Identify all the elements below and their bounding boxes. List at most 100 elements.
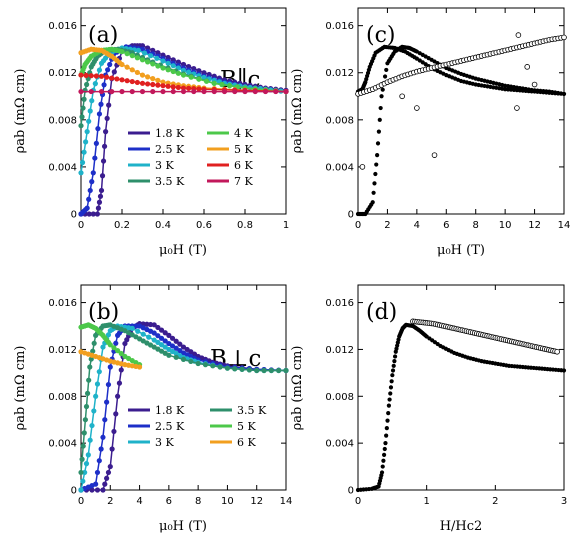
- data-point: [81, 430, 87, 436]
- legend-label: 6 K: [234, 159, 253, 172]
- x-tick-label: 1: [283, 220, 289, 231]
- data-point: [89, 179, 95, 185]
- data-point: [196, 76, 202, 82]
- y-tick-label: 0.012: [325, 345, 354, 356]
- data-point: [78, 88, 84, 95]
- data-point: [377, 117, 382, 122]
- data-point: [219, 81, 225, 88]
- x-tick-label: 8: [473, 220, 479, 231]
- panel-b: (b) B⊥c μ₀H (T) ρab (mΩ cm) 0 2 4 6 8 10 12 14 …: [13, 284, 293, 534]
- legend-item: 3 K: [128, 436, 174, 449]
- data-point: [221, 88, 228, 95]
- data-point: [90, 170, 96, 176]
- data-point: [158, 327, 165, 333]
- data-point: [554, 348, 560, 355]
- x-tick-label: 3: [561, 496, 567, 507]
- data-point: [383, 441, 388, 446]
- legend-item: 3.5 K: [128, 175, 185, 188]
- y-tick-label: 0.008: [48, 115, 77, 126]
- legend-item: 6 K: [210, 436, 256, 449]
- data-point: [84, 129, 90, 135]
- data-point: [389, 379, 394, 384]
- data-point: [119, 48, 125, 55]
- data-point: [170, 63, 176, 69]
- data-point: [561, 91, 567, 97]
- data-point: [94, 487, 101, 493]
- data-point: [96, 369, 102, 375]
- y-tick-label: 0.016: [325, 298, 354, 309]
- data-point: [100, 434, 106, 440]
- data-point: [254, 367, 260, 374]
- data-point: [391, 363, 396, 368]
- x-tick-label: 0.4: [155, 220, 171, 231]
- plot-frame: [80, 284, 287, 491]
- data-marks: [78, 43, 289, 217]
- data-point: [210, 363, 216, 369]
- data-point: [101, 82, 107, 88]
- y-tick-label: 0.012: [48, 68, 77, 79]
- data-point: [227, 83, 233, 89]
- data-point: [87, 108, 93, 114]
- data-point: [105, 67, 111, 73]
- data-point: [134, 79, 140, 86]
- y-tick-label: 0.004: [325, 439, 354, 450]
- data-point: [124, 78, 130, 84]
- data-point: [93, 73, 99, 79]
- data-point: [146, 334, 152, 340]
- data-point: [124, 64, 130, 70]
- data-point: [83, 72, 89, 78]
- data-point: [94, 211, 100, 217]
- data-point: [173, 354, 179, 360]
- data-point: [104, 74, 110, 80]
- data-point: [85, 452, 91, 458]
- x-tick-label: 0: [355, 220, 361, 231]
- data-point: [384, 433, 389, 438]
- legend-item: 3 K: [128, 159, 174, 172]
- data-point: [109, 88, 115, 95]
- x-tick-label: 6: [443, 220, 449, 231]
- data-point: [84, 390, 91, 396]
- data-point: [150, 81, 156, 88]
- data-point: [100, 158, 107, 164]
- data-point: [514, 105, 520, 111]
- data-point: [160, 88, 166, 95]
- data-point: [150, 76, 156, 82]
- data-point: [113, 340, 119, 346]
- data-point: [180, 356, 187, 362]
- data-point: [98, 88, 105, 95]
- data-point: [170, 68, 176, 75]
- data-point: [387, 397, 392, 402]
- data-point: [390, 368, 396, 373]
- data-point: [169, 335, 176, 341]
- series: [78, 322, 143, 368]
- data-point: [98, 101, 104, 107]
- x-tick-label: 0.6: [196, 220, 212, 231]
- data-point: [100, 344, 106, 350]
- data-point: [155, 324, 161, 331]
- data-point: [180, 72, 187, 78]
- data-point: [154, 55, 160, 61]
- data-point: [107, 61, 113, 68]
- data-point: [105, 332, 112, 338]
- data-point: [431, 152, 438, 158]
- data-point: [155, 82, 161, 88]
- data-point: [155, 63, 161, 69]
- data-point: [262, 88, 269, 95]
- data-point: [104, 115, 110, 121]
- data-point: [162, 338, 168, 344]
- data-point: [107, 342, 113, 348]
- x-tick-label: 10: [221, 496, 234, 507]
- data-point: [106, 102, 112, 108]
- data-point: [380, 464, 385, 469]
- data-point: [388, 385, 394, 390]
- x-tick-label: 14: [280, 496, 293, 507]
- data-point: [246, 367, 252, 373]
- data-point: [78, 469, 84, 476]
- data-point: [118, 350, 124, 357]
- legend-item: 3.5 K: [210, 404, 267, 417]
- data-point: [191, 88, 197, 95]
- data-point: [105, 381, 112, 388]
- y-tick-label: 0.012: [48, 345, 77, 356]
- x-tick-label: 0: [78, 220, 84, 231]
